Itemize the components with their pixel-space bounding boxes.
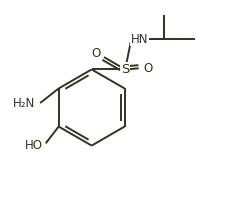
Text: H₂N: H₂N bbox=[13, 97, 36, 110]
Text: O: O bbox=[92, 47, 101, 60]
Text: O: O bbox=[143, 62, 153, 75]
Text: S: S bbox=[121, 63, 129, 76]
Text: HO: HO bbox=[24, 139, 42, 152]
Text: HN: HN bbox=[131, 33, 149, 46]
